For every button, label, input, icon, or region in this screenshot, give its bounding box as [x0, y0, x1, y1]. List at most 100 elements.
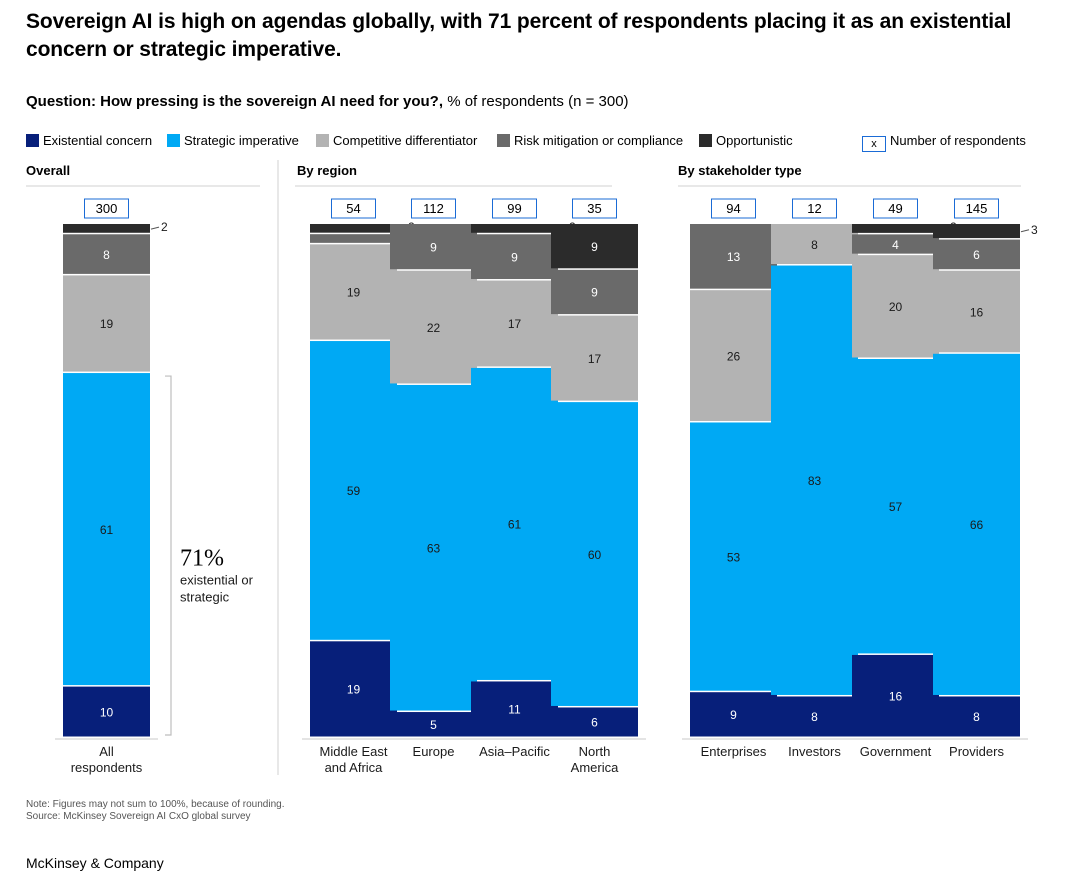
legend-swatch-risk — [497, 134, 510, 147]
data-label-asia-pacific-strategic: 61 — [508, 518, 522, 532]
bar-segment-providers-competitive — [933, 270, 1020, 353]
legend-label: Competitive differentiator — [333, 133, 478, 148]
respondent-count-middle-east-and-africa: 54 — [346, 201, 360, 216]
data-label-asia-pacific-competitive: 17 — [508, 317, 522, 331]
data-label-investors-competitive: 8 — [811, 238, 818, 252]
data-label-europe-competitive: 22 — [427, 321, 441, 335]
bar-segment-enterprises-existential — [690, 692, 777, 737]
legend-label: Risk mitigation or compliance — [514, 133, 684, 148]
respondent-count-enterprises: 94 — [726, 201, 740, 216]
bar-segment-middle-east-and-africa-strategic — [310, 341, 397, 640]
category-label-asia-pacific: Asia–Pacific — [479, 744, 550, 759]
bar-segment-europe-strategic — [390, 384, 477, 711]
source-text: Source: McKinsey Sovereign AI CxO global… — [26, 811, 251, 822]
data-label-all-respondents-opportunistic: 2 — [161, 220, 168, 234]
legend-swatch-strategic — [167, 134, 180, 147]
bar-segment-providers-risk — [933, 239, 1020, 270]
bar-segment-middle-east-and-africa-existential — [310, 641, 397, 737]
bar-segment-investors-existential — [771, 696, 858, 737]
respondent-count-all-respondents: 300 — [96, 201, 118, 216]
data-label-north-america-existential: 6 — [591, 716, 598, 730]
bar-segment-north-america-risk — [551, 269, 638, 315]
category-label-europe: Europe — [413, 744, 455, 759]
bar-segment-north-america-opportunistic — [551, 224, 638, 269]
group-heading-by-region: By region — [297, 163, 357, 178]
data-label-government-risk: 4 — [892, 238, 899, 252]
bar-segment-middle-east-and-africa-opportunistic — [310, 224, 397, 233]
note-text: Note: Figures may not sum to 100%, becau… — [26, 799, 285, 810]
annotation-bracket — [165, 375, 172, 736]
category-label-all-respondents: respondents — [71, 760, 143, 775]
data-label-all-respondents-competitive: 19 — [100, 317, 114, 331]
bar-segment-north-america-competitive — [551, 315, 638, 401]
data-label-providers-opportunistic: 3 — [1031, 223, 1038, 237]
category-label-middle-east-and-africa: Middle East — [320, 744, 388, 759]
data-label-investors-strategic: 83 — [808, 474, 822, 488]
data-label-asia-pacific-existential: 11 — [508, 703, 521, 717]
bar-segment-enterprises-competitive — [690, 290, 777, 421]
legend-label: Strategic imperative — [184, 133, 299, 148]
bar-segment-government-risk — [852, 234, 939, 254]
data-label-providers-risk: 6 — [973, 248, 980, 262]
annotation-text: strategic — [180, 590, 230, 605]
bar-segment-asia-pacific-existential — [471, 681, 558, 737]
data-label-government-strategic: 57 — [889, 500, 903, 514]
respondent-count-box-enterprises — [711, 198, 756, 219]
bar-segment-all-respondents-opportunistic — [63, 224, 150, 233]
bar-segment-middle-east-and-africa-risk — [310, 234, 397, 243]
footnote: Note: Figures may not sum to 100%, becau… — [26, 799, 284, 823]
data-label-providers-existential: 8 — [973, 710, 980, 724]
legend-label: Number of respondents — [890, 133, 1026, 148]
annotation-text: existential or — [180, 573, 254, 588]
data-label-leader — [150, 226, 160, 230]
bar-segment-europe-competitive — [390, 270, 477, 384]
bar-segment-providers-opportunistic — [933, 224, 1020, 239]
bar-segment-all-respondents-competitive — [63, 275, 150, 372]
data-label-government-competitive: 20 — [889, 300, 903, 314]
data-label-europe-strategic: 63 — [427, 541, 441, 555]
bar-segment-north-america-strategic — [551, 402, 638, 706]
bar-segment-government-competitive — [852, 255, 939, 358]
respondent-count-europe: 112 — [423, 201, 444, 216]
question-text: Question: How pressing is the sovereign … — [26, 93, 444, 110]
data-label-enterprises-strategic: 53 — [727, 550, 741, 564]
category-label-north-america: America — [571, 760, 619, 775]
bar-segment-enterprises-strategic — [690, 422, 777, 691]
data-label-government-existential: 16 — [889, 689, 903, 703]
bar-segment-government-strategic — [852, 358, 939, 654]
legend-swatch-existential — [26, 134, 39, 147]
respondent-count-box-all-respondents — [84, 198, 129, 219]
legend-label: Existential concern — [43, 133, 153, 148]
legend-item-count: x Number of respondents — [862, 131, 1026, 152]
data-label-europe-risk: 9 — [430, 240, 437, 254]
data-label-asia-pacific-risk: 9 — [511, 250, 518, 264]
data-label-all-respondents-existential: 10 — [100, 705, 114, 719]
group-heading-overall: Overall — [26, 163, 70, 178]
bar-segment-north-america-existential — [551, 707, 638, 737]
data-label-middle-east-and-africa-competitive: 19 — [347, 286, 361, 300]
bar-segment-europe-risk — [390, 224, 477, 270]
respondent-count-box-europe — [411, 198, 456, 219]
annotation-value: 71% — [180, 546, 224, 572]
data-label-north-america-risk: 9 — [591, 286, 598, 300]
legend-item-competitive: Competitive differentiator — [316, 131, 477, 151]
respondent-count-box-asia-pacific — [492, 198, 537, 219]
respondent-count-box-north-america — [572, 198, 617, 219]
respondent-count-government: 49 — [888, 201, 902, 216]
respondent-count-box-investors — [792, 198, 837, 219]
respondent-count-providers: 145 — [966, 201, 988, 216]
data-label-leader — [1020, 229, 1030, 233]
bar-segment-europe-existential — [390, 712, 477, 737]
legend-item-risk: Risk mitigation or compliance — [497, 131, 683, 151]
brand-name: McKinsey & Company — [26, 855, 164, 871]
bar-segment-providers-strategic — [933, 353, 1020, 695]
legend-swatch-competitive — [316, 134, 329, 147]
bar-segment-providers-existential — [933, 696, 1020, 737]
category-label-providers: Providers — [949, 744, 1004, 759]
bar-segment-middle-east-and-africa-competitive — [310, 244, 397, 340]
respondent-count-box-government — [873, 198, 918, 219]
category-label-investors: Investors — [788, 744, 841, 759]
data-label-enterprises-risk: 13 — [727, 250, 741, 264]
